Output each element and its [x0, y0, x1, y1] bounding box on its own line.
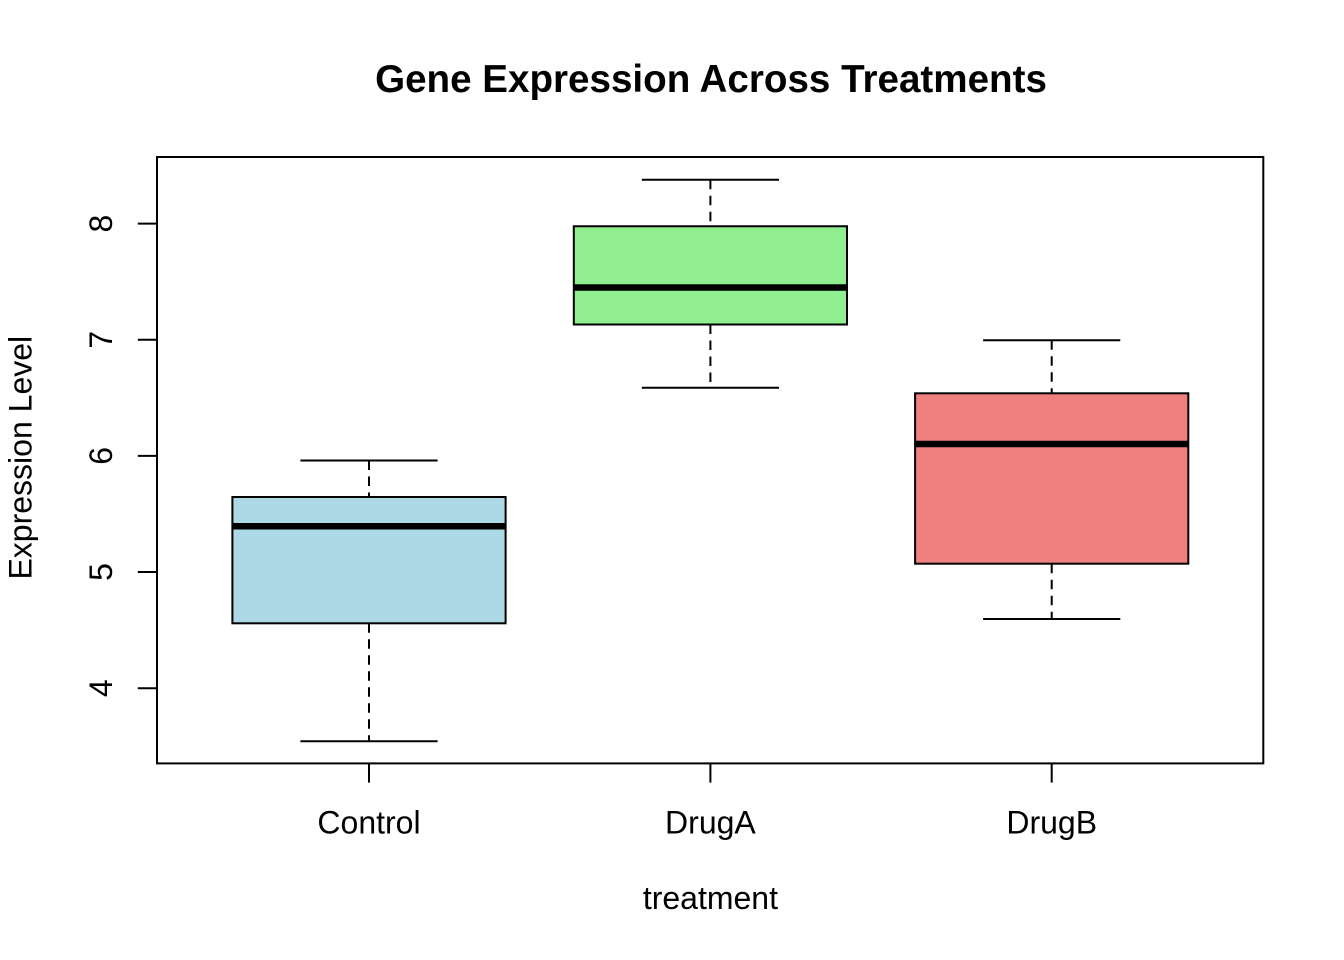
svg-text:5: 5: [83, 563, 119, 581]
svg-text:6: 6: [83, 447, 119, 465]
svg-text:4: 4: [83, 679, 119, 697]
svg-text:8: 8: [83, 215, 119, 233]
svg-text:7: 7: [83, 331, 119, 349]
svg-text:Expression Level: Expression Level: [3, 336, 39, 580]
svg-text:Gene Expression Across Treatme: Gene Expression Across Treatments: [375, 58, 1047, 101]
svg-text:DrugB: DrugB: [1006, 805, 1097, 841]
svg-text:treatment: treatment: [643, 880, 778, 916]
svg-text:DrugA: DrugA: [665, 805, 756, 841]
svg-text:Control: Control: [317, 805, 420, 841]
